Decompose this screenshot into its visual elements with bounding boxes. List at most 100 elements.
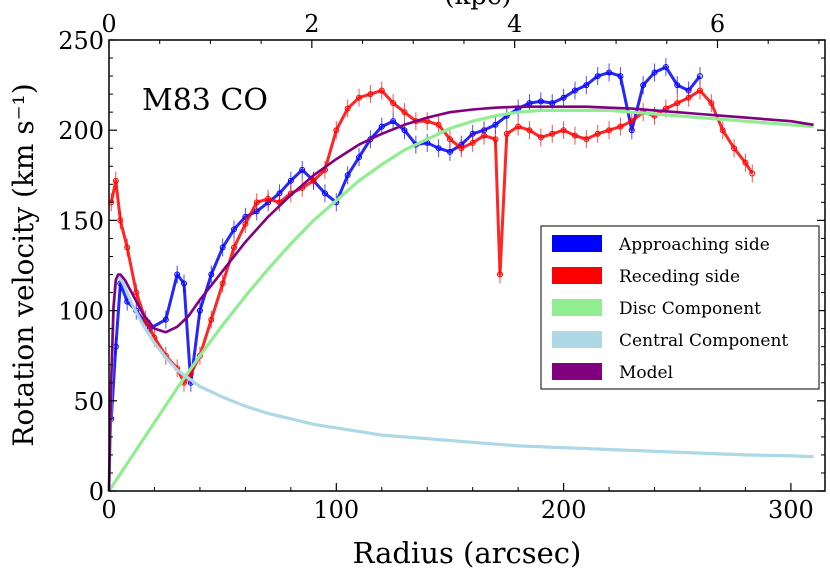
legend-label-central: Central Component <box>619 331 788 351</box>
data-point-2-38 <box>492 136 499 143</box>
legend-swatch-approaching <box>552 235 602 252</box>
data-point-2-16 <box>242 221 249 228</box>
data-point-1-9 <box>181 280 188 287</box>
legend-swatch-receding <box>552 267 602 284</box>
data-point-2-40 <box>503 130 510 137</box>
data-point-2-35 <box>458 145 465 152</box>
data-point-2-58 <box>708 100 715 107</box>
data-point-2-62 <box>749 170 756 177</box>
data-point-2-22 <box>310 177 317 184</box>
data-point-2-46 <box>571 132 578 139</box>
data-point-2-44 <box>549 130 556 137</box>
data-point-2-25 <box>344 105 351 112</box>
data-point-1-25 <box>356 154 363 161</box>
x-tick-label-2: 100 <box>313 496 359 524</box>
plot-frame <box>108 39 826 492</box>
data-point-2-24 <box>333 127 340 134</box>
data-point-2-56 <box>685 94 692 101</box>
top-tick-label-4: 6 <box>710 10 725 38</box>
data-point-1-47 <box>606 69 613 76</box>
data-point-1-22 <box>321 190 328 197</box>
data-point-2-33 <box>435 121 442 128</box>
x-tick-label-3: 200 <box>541 496 587 524</box>
data-point-1-14 <box>231 226 238 233</box>
data-point-2-37 <box>481 132 488 139</box>
data-point-1-45 <box>583 82 590 89</box>
data-point-2-57 <box>696 87 703 94</box>
legend-swatch-disc <box>552 299 602 316</box>
data-point-1-19 <box>287 177 294 184</box>
y-tick-label-6: 250 <box>58 27 104 55</box>
x-axis-label: Radius (arcsec) <box>353 536 582 570</box>
series-line-4 <box>107 274 814 492</box>
y-tick-label-5: 200 <box>58 117 104 145</box>
annotation-label: M83 CO <box>142 83 268 118</box>
data-point-2-5 <box>133 289 140 296</box>
data-point-2-49 <box>606 127 613 134</box>
data-point-2-61 <box>742 159 749 166</box>
x-tick-label-1: 0 <box>101 496 116 524</box>
data-point-2-30 <box>401 109 408 116</box>
data-point-2-4 <box>124 244 131 251</box>
data-point-2-13 <box>208 316 215 323</box>
y-axis-label: Rotation velocity (km s⁻¹) <box>7 83 40 446</box>
series-line-5 <box>107 105 814 492</box>
data-point-2-28 <box>378 87 385 94</box>
data-point-1-52 <box>662 64 669 71</box>
top-axis-label: (kpc) <box>444 0 511 11</box>
data-point-1-8 <box>174 271 181 278</box>
data-point-2-41 <box>515 123 522 130</box>
data-point-1-29 <box>401 127 408 134</box>
legend-label-approaching: Approaching side <box>618 235 770 255</box>
data-point-2-27 <box>367 91 374 98</box>
legend: Approaching side Receding side Disc Comp… <box>540 225 820 390</box>
data-point-2-47 <box>583 136 590 143</box>
data-point-2-45 <box>560 127 567 134</box>
data-point-2-17 <box>253 199 260 206</box>
data-point-2-3 <box>117 217 124 224</box>
data-point-2-50 <box>617 123 624 130</box>
data-point-2-48 <box>594 130 601 137</box>
data-point-1-41 <box>537 98 544 105</box>
data-point-2-15 <box>231 244 238 251</box>
data-point-1-27 <box>378 123 385 130</box>
data-point-1-55 <box>696 73 703 80</box>
data-point-2-60 <box>731 145 738 152</box>
y-tick-label-1: 0 <box>89 478 104 506</box>
data-point-2-42 <box>526 127 533 134</box>
data-point-2-18 <box>265 195 272 202</box>
data-point-1-32 <box>435 145 442 152</box>
data-point-2-34 <box>446 136 453 143</box>
y-tick-label-3: 100 <box>58 298 104 326</box>
series-line-3 <box>107 108 814 492</box>
legend-label-disc: Disc Component <box>619 299 761 319</box>
legend-swatch-model <box>552 363 602 380</box>
top-tick-label-2: 2 <box>304 10 319 38</box>
data-point-1-53 <box>674 82 681 89</box>
plot-layer <box>107 58 814 492</box>
data-point-1-50 <box>640 82 647 89</box>
data-point-1-12 <box>208 271 215 278</box>
data-point-1-11 <box>196 307 203 314</box>
data-point-2-51 <box>628 118 635 125</box>
data-point-2-39 <box>496 271 503 278</box>
legend-swatch-central <box>552 331 602 348</box>
data-point-2-26 <box>356 94 363 101</box>
data-point-2-29 <box>390 100 397 107</box>
legend-label-model: Model <box>619 363 673 383</box>
data-point-1-13 <box>219 244 226 251</box>
data-point-1-48 <box>617 73 624 80</box>
data-point-1-44 <box>571 87 578 94</box>
y-tick-label-2: 50 <box>73 388 104 416</box>
data-point-2-36 <box>469 139 476 146</box>
top-tick-label-3: 4 <box>507 10 522 38</box>
data-point-1-51 <box>651 69 658 76</box>
data-point-2-2 <box>112 177 119 184</box>
data-point-1-7 <box>162 316 169 323</box>
data-point-1-28 <box>390 118 397 125</box>
data-point-2-14 <box>219 280 226 287</box>
data-point-2-59 <box>719 127 726 134</box>
data-point-2-43 <box>537 134 544 141</box>
data-point-1-24 <box>344 172 351 179</box>
